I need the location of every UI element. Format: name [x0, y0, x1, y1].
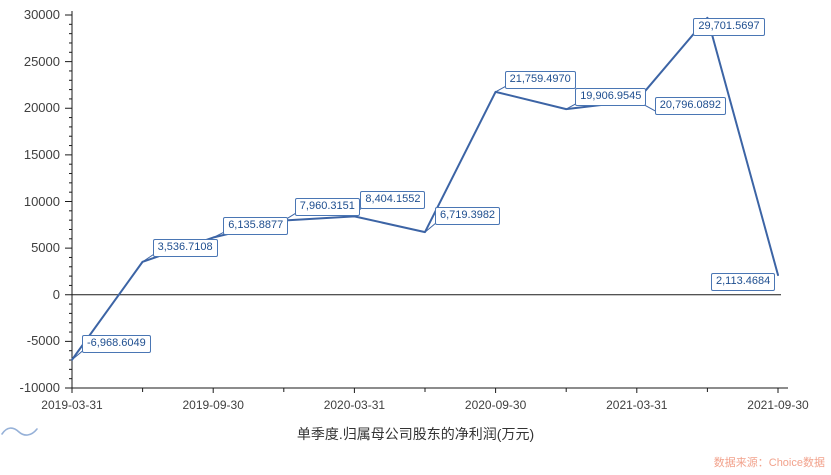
net-profit-series-line [71, 16, 779, 361]
x-tick-label: 2019-03-31 [41, 398, 103, 412]
x-tick-label: 2019-09-30 [182, 398, 244, 412]
y-tick-label: 20000 [23, 100, 60, 116]
y-tick-label: -10000 [19, 380, 60, 395]
data-point-label: 29,701.5697 [693, 17, 765, 36]
y-tick-label: -5000 [26, 333, 60, 349]
x-tick-label: 2021-03-31 [606, 398, 668, 412]
data-point-label: -6,968.6049 [82, 334, 151, 353]
wave-line-icon [1, 427, 38, 436]
data-point-label: 21,759.4970 [504, 70, 576, 89]
legend-item-net-profit[interactable]: 单季度.归属母公司股东的净利润(万元) [0, 424, 831, 444]
y-tick-label: 25000 [23, 53, 60, 69]
y-tick-label: 10000 [23, 193, 60, 209]
data-source-note: 数据来源：Choice数据 [713, 457, 825, 469]
data-point-label: 6,719.3982 [435, 207, 501, 226]
x-tick-label: 2020-03-31 [323, 398, 386, 412]
x-tick-label: 2020-09-30 [464, 398, 527, 412]
data-point-label: 6,135.8877 [223, 216, 289, 235]
data-point-label: 19,906.9545 [575, 88, 647, 107]
y-tick-label: 5000 [31, 240, 60, 256]
legend-label: 单季度.归属母公司股东的净利润(万元) [296, 426, 535, 442]
y-tick-label: 0 [52, 286, 60, 302]
data-point-label: 7,960.3151 [294, 197, 360, 216]
data-point-label: 20,796.0892 [654, 96, 726, 115]
x-tick-label: 2021-09-30 [747, 398, 809, 412]
y-tick-label: 15000 [23, 146, 60, 162]
y-tick-label: 30000 [23, 7, 60, 22]
data-point-label: 3,536.7108 [152, 238, 218, 257]
data-point-label: 8,404.1552 [360, 191, 426, 210]
data-point-label: 2,113.4684 [711, 273, 776, 292]
